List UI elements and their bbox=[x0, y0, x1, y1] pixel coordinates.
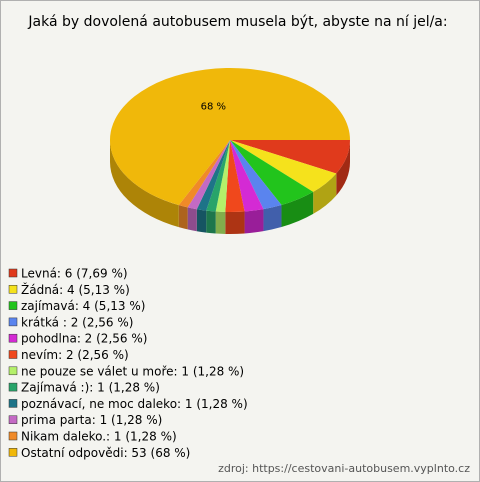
slice-side bbox=[178, 205, 188, 230]
slice-side bbox=[244, 209, 264, 234]
legend-swatch bbox=[8, 333, 18, 343]
slice bbox=[196, 140, 230, 211]
legend-swatch bbox=[8, 366, 18, 376]
legend-swatch bbox=[8, 285, 18, 294]
chart-title: Jaká by dovolená autobusem musela být, a… bbox=[27, 14, 447, 30]
legend-label: Zajímavá :): 1 (1,28 %) bbox=[21, 381, 160, 395]
slice bbox=[230, 140, 337, 192]
legend-swatch bbox=[8, 399, 18, 408]
slice bbox=[230, 140, 350, 174]
legend-label: Ostatní odpovědi: 53 (68 %) bbox=[21, 446, 190, 460]
slice-side bbox=[215, 211, 226, 234]
source: zdroj: https://cestovani-autobusem.vypln… bbox=[218, 462, 470, 475]
legend-swatch bbox=[8, 301, 18, 310]
slice bbox=[206, 140, 230, 212]
legend-swatch bbox=[8, 317, 18, 327]
legend-label: zajímavá: 4 (5,13 %) bbox=[21, 299, 145, 313]
legend-label: pohodlna: 2 (2,56 %) bbox=[21, 332, 147, 346]
legend-label: prima parta: 1 (1,28 %) bbox=[21, 413, 162, 427]
slice bbox=[225, 140, 245, 212]
legend-label: Nikam daleko.: 1 (1,28 %) bbox=[21, 430, 177, 444]
slice-side bbox=[109, 140, 179, 228]
slice-side bbox=[313, 173, 337, 214]
legend-swatch bbox=[8, 268, 18, 278]
legend-label: Levná: 6 (7,69 %) bbox=[21, 267, 128, 281]
slice-side bbox=[336, 140, 350, 196]
slice-side bbox=[187, 207, 197, 232]
slice-side bbox=[196, 209, 207, 233]
legend-swatch bbox=[8, 415, 18, 424]
slice-side bbox=[281, 191, 314, 228]
slice bbox=[230, 140, 282, 210]
slice-side bbox=[263, 205, 282, 232]
legend-swatch bbox=[8, 431, 18, 441]
slice bbox=[215, 140, 230, 212]
legend-label: nevím: 2 (2,56 %) bbox=[21, 348, 129, 362]
slice-side bbox=[225, 211, 245, 234]
legend-label: Žádná: 4 (5,13 %) bbox=[21, 282, 130, 297]
legend-label: poznávací, ne moc daleko: 1 (1,28 %) bbox=[21, 397, 248, 411]
slice-side bbox=[206, 210, 216, 234]
legend-swatch bbox=[8, 448, 18, 457]
slice bbox=[110, 68, 350, 206]
legend-label: ne pouze se válet u moře: 1 (1,28 %) bbox=[21, 364, 244, 378]
legend-swatch bbox=[8, 350, 18, 359]
slice bbox=[178, 140, 230, 208]
legend-label: krátká : 2 (2,56 %) bbox=[21, 315, 133, 329]
slice bbox=[230, 140, 264, 212]
slice bbox=[230, 140, 314, 206]
slice bbox=[187, 140, 230, 210]
slice-label: 68 % bbox=[201, 102, 226, 113]
legend-swatch bbox=[8, 382, 18, 392]
